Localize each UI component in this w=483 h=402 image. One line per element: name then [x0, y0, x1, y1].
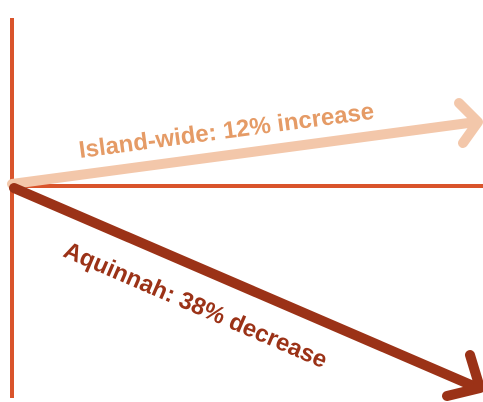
aquinnah-arrow-shaft — [9, 183, 483, 393]
island-wide-arrow-head — [454, 98, 483, 148]
island-wide-arrow — [7, 98, 483, 189]
island-wide-arrow-shaft — [7, 117, 481, 189]
aquinnah-arrow — [9, 183, 483, 401]
aquinnah-arrow-head — [442, 350, 483, 401]
